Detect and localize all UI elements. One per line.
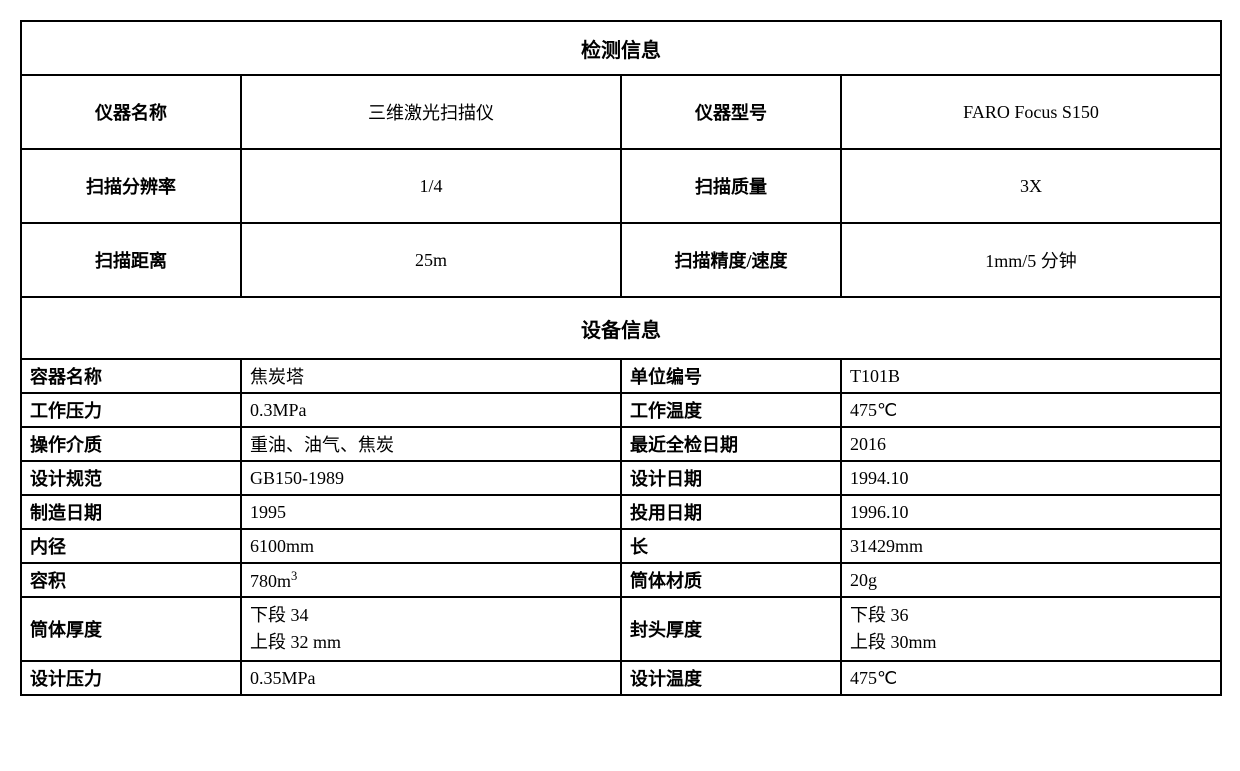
inner-diameter-label: 内径 <box>21 529 241 563</box>
head-thickness-line2: 上段 30mm <box>850 629 1220 656</box>
scan-accuracy-speed-value: 1mm/5 分钟 <box>841 223 1221 297</box>
working-temperature-label: 工作温度 <box>621 393 841 427</box>
scan-resolution-value: 1/4 <box>241 149 621 223</box>
detection-section-header: 检测信息 <box>21 21 1221 75</box>
design-spec-label: 设计规范 <box>21 461 241 495</box>
cylinder-thickness-label: 筒体厚度 <box>21 597 241 661</box>
scan-quality-label: 扫描质量 <box>621 149 841 223</box>
operating-medium-label: 操作介质 <box>21 427 241 461</box>
design-temperature-value: 475℃ <box>841 661 1221 695</box>
volume-value-sup: 3 <box>291 569 297 583</box>
unit-number-value: T101B <box>841 359 1221 393</box>
design-pressure-label: 设计压力 <box>21 661 241 695</box>
working-temperature-value: 475℃ <box>841 393 1221 427</box>
unit-number-label: 单位编号 <box>621 359 841 393</box>
spec-table: 检测信息 仪器名称 三维激光扫描仪 仪器型号 FARO Focus S150 扫… <box>20 20 1222 696</box>
volume-label: 容积 <box>21 563 241 597</box>
scan-distance-value: 25m <box>241 223 621 297</box>
head-thickness-value: 下段 36 上段 30mm <box>841 597 1221 661</box>
instrument-model-value: FARO Focus S150 <box>841 75 1221 149</box>
cylinder-thickness-line2: 上段 32 mm <box>250 629 620 656</box>
scan-quality-value: 3X <box>841 149 1221 223</box>
cylinder-thickness-line1: 下段 34 <box>250 602 620 629</box>
instrument-name-label: 仪器名称 <box>21 75 241 149</box>
volume-value: 780m3 <box>241 563 621 597</box>
design-pressure-value: 0.35MPa <box>241 661 621 695</box>
working-pressure-value: 0.3MPa <box>241 393 621 427</box>
cylinder-thickness-value: 下段 34 上段 32 mm <box>241 597 621 661</box>
last-inspection-label: 最近全检日期 <box>621 427 841 461</box>
cylinder-material-label: 筒体材质 <box>621 563 841 597</box>
head-thickness-line1: 下段 36 <box>850 602 1220 629</box>
design-spec-value: GB150-1989 <box>241 461 621 495</box>
equipment-section-header: 设备信息 <box>21 297 1221 359</box>
manufacture-date-value: 1995 <box>241 495 621 529</box>
container-name-value: 焦炭塔 <box>241 359 621 393</box>
manufacture-date-label: 制造日期 <box>21 495 241 529</box>
commission-date-value: 1996.10 <box>841 495 1221 529</box>
last-inspection-value: 2016 <box>841 427 1221 461</box>
scan-distance-label: 扫描距离 <box>21 223 241 297</box>
length-label: 长 <box>621 529 841 563</box>
scan-resolution-label: 扫描分辨率 <box>21 149 241 223</box>
operating-medium-value: 重油、油气、焦炭 <box>241 427 621 461</box>
design-date-value: 1994.10 <box>841 461 1221 495</box>
commission-date-label: 投用日期 <box>621 495 841 529</box>
head-thickness-label: 封头厚度 <box>621 597 841 661</box>
inner-diameter-value: 6100mm <box>241 529 621 563</box>
design-temperature-label: 设计温度 <box>621 661 841 695</box>
length-value: 31429mm <box>841 529 1221 563</box>
cylinder-material-value: 20g <box>841 563 1221 597</box>
design-date-label: 设计日期 <box>621 461 841 495</box>
instrument-name-value: 三维激光扫描仪 <box>241 75 621 149</box>
instrument-model-label: 仪器型号 <box>621 75 841 149</box>
volume-value-base: 780m <box>250 571 291 591</box>
scan-accuracy-speed-label: 扫描精度/速度 <box>621 223 841 297</box>
container-name-label: 容器名称 <box>21 359 241 393</box>
working-pressure-label: 工作压力 <box>21 393 241 427</box>
